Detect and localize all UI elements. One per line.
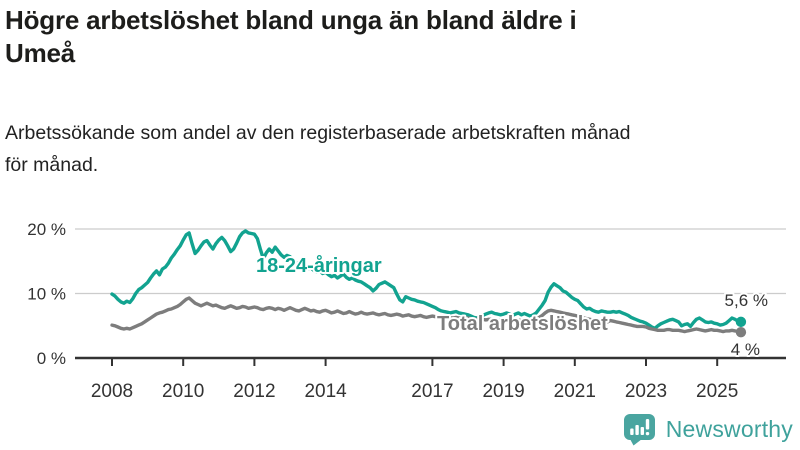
page-title: Högre arbetslöshet bland unga än bland ä…	[5, 4, 785, 70]
brand-name: Newsworthy	[665, 415, 793, 442]
x-axis-tick-label: 2019	[482, 381, 524, 402]
series-end-dot-total-arbetsl-shet	[735, 327, 747, 338]
series-line-18-24-ringar	[110, 229, 743, 330]
y-axis-tick-label: 10 %	[27, 285, 66, 304]
newsworthy-bars-icon	[623, 414, 655, 446]
x-axis-tick-label: 2010	[162, 381, 204, 402]
series-label-18-24-ringar: 18-24-åringar	[256, 254, 382, 277]
subtitle-line-1: Arbetssökande som andel av den registerb…	[5, 122, 631, 144]
series-end-dot-18-24-ringar	[735, 316, 747, 328]
series-end-value-total-arbetsl-shet: 4 %	[731, 340, 760, 359]
x-axis-tick-label: 2008	[91, 381, 133, 402]
x-axis-tick-label: 2017	[411, 381, 453, 402]
title-line-2: Umeå	[5, 38, 76, 68]
title-line-1: Högre arbetslöshet bland unga än bland ä…	[5, 5, 577, 35]
series-end-value-18-24-ringar: 5,6 %	[725, 291, 768, 310]
x-axis-tick-label: 2023	[625, 381, 667, 402]
chart-subtitle: Arbetssökande som andel av den registerb…	[5, 117, 785, 181]
x-axis-tick-label: 2021	[554, 381, 596, 402]
y-axis-tick-label: 0 %	[37, 349, 66, 368]
x-axis-tick-label: 2014	[304, 381, 347, 402]
x-axis-tick-label: 2025	[696, 381, 738, 402]
y-axis-tick-label: 20 %	[27, 220, 66, 239]
newsworthy-logo[interactable]: Newsworthy	[622, 412, 793, 446]
series-line-total-arbetsl-shet	[110, 296, 743, 334]
subtitle-line-2: för månad.	[5, 154, 99, 176]
series-label-total-arbetsl-shet: Total arbetslöshet	[437, 313, 608, 335]
x-axis-tick-label: 2012	[233, 381, 275, 402]
